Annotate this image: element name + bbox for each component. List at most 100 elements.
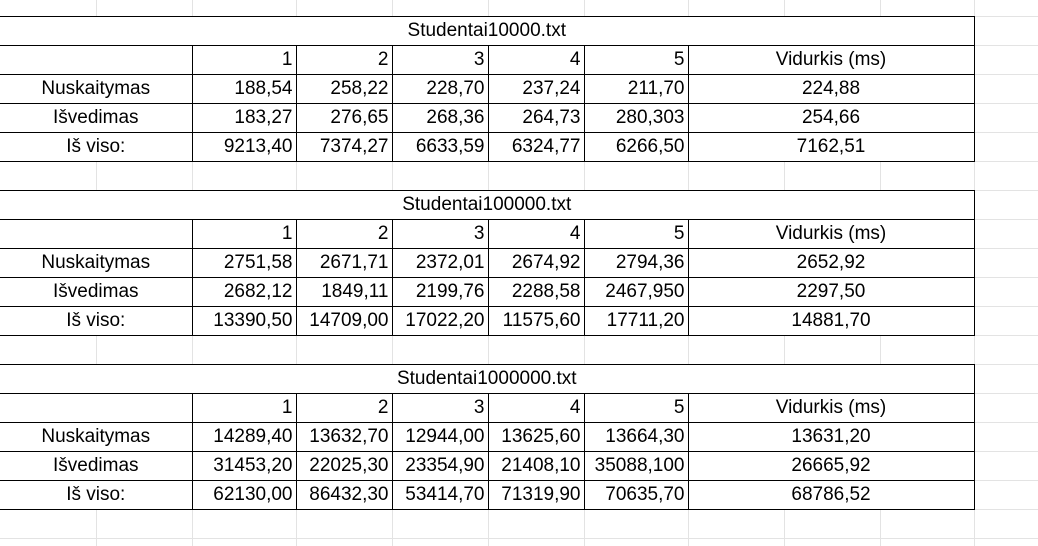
header-cell[interactable]: 2	[295, 45, 393, 75]
value-cell[interactable]: 31453,20	[191, 451, 297, 481]
table-title-cell[interactable]: Studentai10000.txt	[0, 16, 975, 46]
average-cell[interactable]: 68786,52	[687, 480, 975, 510]
row-label-cell[interactable]: Nuskaitymas	[0, 422, 193, 452]
header-cell[interactable]: 4	[487, 219, 585, 249]
value-cell[interactable]: 22025,30	[295, 451, 393, 481]
value-cell[interactable]: 13664,30	[583, 422, 689, 452]
value-cell[interactable]: 2682,12	[191, 277, 297, 307]
average-cell[interactable]: 14881,70	[687, 306, 975, 336]
row-label-cell[interactable]: Nuskaitymas	[0, 248, 193, 278]
value-cell[interactable]: 276,65	[295, 103, 393, 133]
value-cell[interactable]: 13390,50	[191, 306, 297, 336]
value-cell[interactable]: 2372,01	[391, 248, 489, 278]
row-label-cell[interactable]: Iš viso:	[0, 480, 193, 510]
value-cell[interactable]: 35088,100	[583, 451, 689, 481]
header-avg-cell[interactable]: Vidurkis (ms)	[687, 393, 975, 423]
value-cell[interactable]: 86432,30	[295, 480, 393, 510]
value-cell[interactable]: 2199,76	[391, 277, 489, 307]
average-cell[interactable]: 26665,92	[687, 451, 975, 481]
value-cell[interactable]: 6266,50	[583, 132, 689, 162]
average-cell[interactable]: 2297,50	[687, 277, 975, 307]
row-label-cell[interactable]: Nuskaitymas	[0, 74, 193, 104]
value-cell[interactable]: 7374,27	[295, 132, 393, 162]
table-title-cell[interactable]: Studentai100000.txt	[0, 190, 975, 220]
value-cell[interactable]: 14709,00	[295, 306, 393, 336]
table-header-row: 1 2 3 4 5 Vidurkis (ms)	[0, 45, 975, 75]
average-cell[interactable]: 7162,51	[687, 132, 975, 162]
value-cell[interactable]: 53414,70	[391, 480, 489, 510]
table-title-row: Studentai10000.txt	[0, 16, 975, 46]
header-cell[interactable]: 1	[191, 393, 297, 423]
header-cell[interactable]: 3	[391, 45, 489, 75]
value-cell[interactable]: 17711,20	[583, 306, 689, 336]
row-label-cell[interactable]: Iš viso:	[0, 306, 193, 336]
value-cell[interactable]: 12944,00	[391, 422, 489, 452]
header-cell[interactable]: 2	[295, 393, 393, 423]
table-title-row: Studentai100000.txt	[0, 190, 975, 220]
value-cell[interactable]: 17022,20	[391, 306, 489, 336]
value-cell[interactable]: 70635,70	[583, 480, 689, 510]
average-cell[interactable]: 13631,20	[687, 422, 975, 452]
row-label-cell[interactable]: Išvedimas	[0, 103, 193, 133]
value-cell[interactable]: 264,73	[487, 103, 585, 133]
header-avg-cell[interactable]: Vidurkis (ms)	[687, 219, 975, 249]
header-empty-cell[interactable]	[0, 45, 193, 75]
value-cell[interactable]: 71319,90	[487, 480, 585, 510]
average-cell[interactable]: 2652,92	[687, 248, 975, 278]
value-cell[interactable]: 2671,71	[295, 248, 393, 278]
value-cell[interactable]: 258,22	[295, 74, 393, 104]
header-cell[interactable]: 5	[583, 393, 689, 423]
header-cell[interactable]: 2	[295, 219, 393, 249]
table-header-row: 1 2 3 4 5 Vidurkis (ms)	[0, 393, 975, 423]
value-cell[interactable]: 9213,40	[191, 132, 297, 162]
table-header-row: 1 2 3 4 5 Vidurkis (ms)	[0, 219, 975, 249]
header-cell[interactable]: 5	[583, 45, 689, 75]
value-cell[interactable]: 1849,11	[295, 277, 393, 307]
header-cell[interactable]: 3	[391, 219, 489, 249]
table-title-cell[interactable]: Studentai1000000.txt	[0, 364, 975, 394]
results-table-100000: Studentai100000.txt 1 2 3 4 5 Vidurkis (…	[0, 190, 975, 336]
value-cell[interactable]: 268,36	[391, 103, 489, 133]
value-cell[interactable]: 2794,36	[583, 248, 689, 278]
header-empty-cell[interactable]	[0, 393, 193, 423]
table-row: Išvedimas 183,27 276,65 268,36 264,73 28…	[0, 103, 975, 133]
value-cell[interactable]: 188,54	[191, 74, 297, 104]
value-cell[interactable]: 23354,90	[391, 451, 489, 481]
value-cell[interactable]: 13632,70	[295, 422, 393, 452]
header-cell[interactable]: 4	[487, 45, 585, 75]
value-cell[interactable]: 6324,77	[487, 132, 585, 162]
row-label-cell[interactable]: Išvedimas	[0, 451, 193, 481]
value-cell[interactable]: 2751,58	[191, 248, 297, 278]
value-cell[interactable]: 280,303	[583, 103, 689, 133]
header-empty-cell[interactable]	[0, 219, 193, 249]
header-cell[interactable]: 5	[583, 219, 689, 249]
row-label-cell[interactable]: Išvedimas	[0, 277, 193, 307]
header-cell[interactable]: 3	[391, 393, 489, 423]
average-cell[interactable]: 254,66	[687, 103, 975, 133]
header-avg-cell[interactable]: Vidurkis (ms)	[687, 45, 975, 75]
results-table-1000000: Studentai1000000.txt 1 2 3 4 5 Vidurkis …	[0, 364, 975, 510]
value-cell[interactable]: 14289,40	[191, 422, 297, 452]
table-row: Iš viso: 62130,00 86432,30 53414,70 7131…	[0, 480, 975, 510]
value-cell[interactable]: 62130,00	[191, 480, 297, 510]
value-cell[interactable]: 237,24	[487, 74, 585, 104]
table-row: Išvedimas 31453,20 22025,30 23354,90 214…	[0, 451, 975, 481]
header-cell[interactable]: 1	[191, 45, 297, 75]
value-cell[interactable]: 2674,92	[487, 248, 585, 278]
average-cell[interactable]: 224,88	[687, 74, 975, 104]
row-label-cell[interactable]: Iš viso:	[0, 132, 193, 162]
value-cell[interactable]: 211,70	[583, 74, 689, 104]
value-cell[interactable]: 183,27	[191, 103, 297, 133]
header-cell[interactable]: 1	[191, 219, 297, 249]
value-cell[interactable]: 2467,950	[583, 277, 689, 307]
value-cell[interactable]: 11575,60	[487, 306, 585, 336]
value-cell[interactable]: 13625,60	[487, 422, 585, 452]
table-row: Iš viso: 13390,50 14709,00 17022,20 1157…	[0, 306, 975, 336]
table-row: Nuskaitymas 188,54 258,22 228,70 237,24 …	[0, 74, 975, 104]
header-cell[interactable]: 4	[487, 393, 585, 423]
table-row: Nuskaitymas 14289,40 13632,70 12944,00 1…	[0, 422, 975, 452]
value-cell[interactable]: 2288,58	[487, 277, 585, 307]
value-cell[interactable]: 21408,10	[487, 451, 585, 481]
value-cell[interactable]: 6633,59	[391, 132, 489, 162]
value-cell[interactable]: 228,70	[391, 74, 489, 104]
